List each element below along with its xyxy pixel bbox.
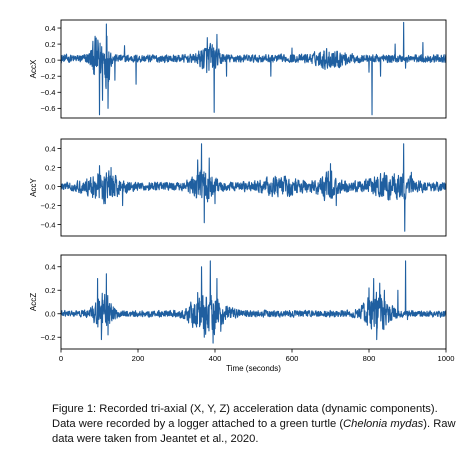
caption-text-2: ). Raw data were taken from Jeantet et a… — [52, 418, 456, 445]
series-line-accx — [61, 21, 446, 116]
ytick-label-accx: 0.2 — [45, 40, 56, 49]
panel-accy: −0.4 −0.2 0.0 0.2 0.4 AccY — [29, 138, 447, 237]
caption-species: Chelonia mydas — [343, 418, 424, 430]
ytick-label-accy: 0.0 — [45, 182, 56, 191]
y-axis-label-accy: AccY — [29, 178, 38, 197]
xtick-label: 200 — [132, 354, 145, 363]
ytick-label-accz: −0.2 — [41, 333, 56, 342]
series-line-accy — [61, 143, 446, 232]
xtick-label: 600 — [286, 354, 299, 363]
xtick-label: 1000 — [438, 354, 455, 363]
panel-accx: −0.6 −0.4 −0.2 0.0 0.2 0.4 AccX — [29, 19, 447, 119]
ytick-label-accx: 0.0 — [45, 56, 56, 65]
acceleration-figure: −0.6 −0.4 −0.2 0.0 0.2 0.4 AccX −0.4 −0.2 0.0 0.2 0… — [29, 19, 455, 373]
ytick-label-accz: 0.0 — [45, 310, 56, 319]
axes-frame-accx — [60, 19, 447, 119]
axes-frame-accz — [60, 254, 447, 350]
xtick-label: 800 — [363, 354, 376, 363]
series-line-accz — [61, 260, 446, 344]
xtick-label: 400 — [209, 354, 222, 363]
xtick-label: 0 — [59, 354, 63, 363]
x-axis-label: Time (seconds) — [226, 364, 281, 373]
ytick-label-accz: 0.2 — [45, 286, 56, 295]
y-axis-label-accz: AccZ — [29, 293, 38, 311]
figure-caption: Figure 1: Recorded tri-axial (X, Y, Z) a… — [52, 402, 464, 447]
ytick-label-accx: −0.6 — [41, 104, 56, 113]
panel-accz: −0.2 0.0 0.2 0.4 AccZ 0 200 400 600 800 1000 Time (… — [29, 254, 455, 373]
ytick-label-accz: 0.4 — [45, 263, 56, 272]
ytick-label-accy: −0.4 — [41, 220, 56, 229]
ytick-label-accy: −0.2 — [41, 201, 56, 210]
ytick-label-accx: −0.4 — [41, 88, 56, 97]
axes-frame-accy — [60, 138, 447, 237]
ytick-label-accx: −0.2 — [41, 72, 56, 81]
caption-text-1: Figure 1: Recorded tri-axial (X, Y, Z) a… — [52, 403, 438, 430]
y-axis-label-accx: AccX — [29, 59, 38, 78]
ytick-label-accy: 0.4 — [45, 144, 56, 153]
ytick-label-accx: 0.4 — [45, 24, 56, 33]
ytick-label-accy: 0.2 — [45, 163, 56, 172]
